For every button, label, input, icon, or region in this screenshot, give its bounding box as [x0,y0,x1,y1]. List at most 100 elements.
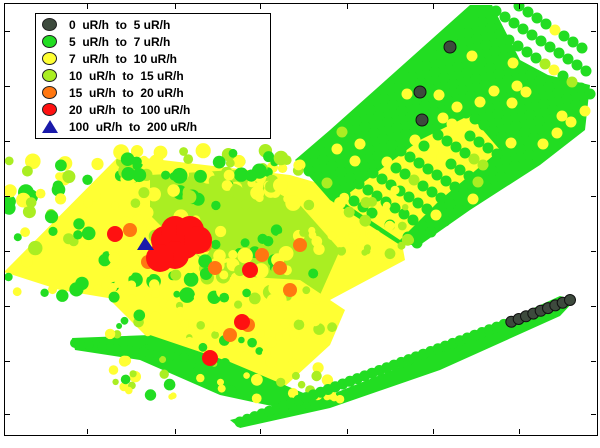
survey-point [440,175,452,187]
survey-point [255,193,264,203]
survey-point [114,280,122,288]
axis-tick [5,86,10,87]
survey-point [488,85,500,97]
survey-point [245,169,258,182]
survey-point [571,59,583,71]
survey-point [428,106,440,118]
axis-tick [5,361,10,362]
survey-point [534,75,546,87]
survey-point [570,99,582,111]
survey-point [331,143,343,155]
survey-point [476,16,488,28]
survey-point [421,203,433,215]
survey-point [93,284,103,294]
survey-point [211,200,221,211]
survey-point [5,201,16,215]
survey-point [462,27,474,39]
survey-point [396,105,408,117]
survey-point [308,231,317,240]
survey-point [403,191,415,203]
survey-point [443,55,455,67]
survey-point [255,347,264,355]
axis-tick [5,31,10,32]
survey-point [469,113,481,125]
survey-point [542,121,554,133]
survey-point [128,294,137,303]
axis-tick [433,4,434,9]
survey-point [362,184,374,196]
survey-point [232,154,246,168]
survey-point [302,286,311,295]
survey-point [161,170,171,180]
survey-point [397,221,407,231]
survey-point [376,173,388,185]
survey-point [384,248,396,260]
survey-point [20,227,30,238]
survey-point [183,272,199,287]
survey-point [515,103,527,115]
survey-point [481,182,493,194]
survey-point [108,365,119,375]
axis-tick [5,141,10,142]
axis-tick [87,429,88,434]
survey-point [268,281,283,296]
survey-point [547,104,559,116]
survey-point [266,294,279,306]
survey-point [416,220,428,232]
survey-point [138,187,150,199]
survey-point [63,233,75,245]
survey-point [424,83,436,95]
survey-point [104,328,116,340]
survey-point [561,93,573,105]
axis-tick [433,429,434,434]
survey-point [313,243,325,255]
survey-point [498,51,510,63]
survey-point [257,329,265,338]
survey-point [420,60,432,72]
survey-point [404,151,416,163]
survey-point [180,319,189,329]
survey-point [240,350,252,362]
survey-point [349,155,361,167]
legend-item: 0 uR/h to 5 uR/h [42,16,270,33]
survey-point [293,160,304,171]
legend-item: 20 uR/h to 100 uR/h [42,101,270,118]
survey-point [125,386,133,395]
survey-point [461,67,473,79]
survey-point [163,378,176,391]
survey-point [437,112,449,124]
survey-point [336,246,347,256]
survey-point [510,120,522,132]
survey-point [484,62,496,74]
survey-point [234,300,243,309]
survey-point [242,288,251,298]
survey-point [501,114,513,126]
axis-tick [591,414,596,415]
survey-point [303,199,315,211]
survey-point [138,347,149,358]
survey-point [146,244,174,272]
survey-point [330,183,342,195]
survey-point [455,124,467,136]
survey-point [196,321,205,330]
survey-point [251,393,262,404]
survey-point [576,42,588,54]
survey-point [359,214,372,227]
survey-point [185,336,194,346]
survey-point [496,131,508,143]
survey-point [276,377,286,387]
survey-point [450,141,462,153]
survey-point [265,356,277,368]
survey-point [389,202,401,214]
survey-point [234,167,249,182]
survey-point [179,352,190,363]
survey-point [116,323,123,329]
survey-point [40,288,49,297]
survey-point [228,148,238,158]
survey-point [454,164,466,176]
survey-point [345,132,357,144]
survey-point [335,394,345,404]
survey-point [564,294,576,306]
survey-point [558,30,570,42]
survey-point [211,331,220,339]
